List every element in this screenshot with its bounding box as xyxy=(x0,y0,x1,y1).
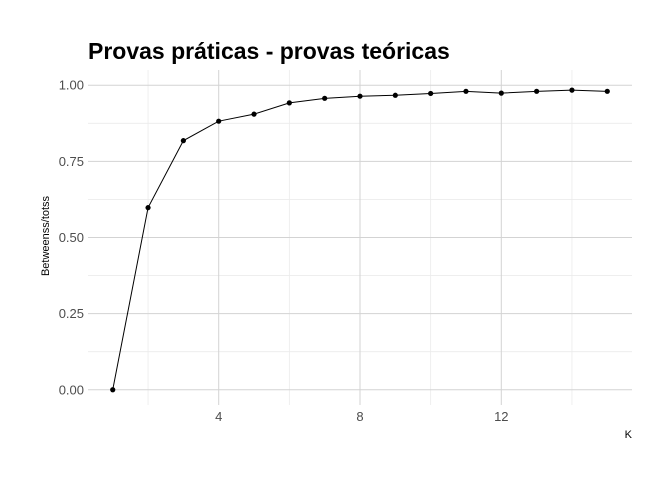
x-axis-title: K xyxy=(625,429,633,441)
data-point xyxy=(216,118,222,124)
data-point xyxy=(251,111,257,117)
series-group xyxy=(110,87,610,393)
y-tick-label: 0.00 xyxy=(59,382,84,397)
y-axis-title: Betweenss/totss xyxy=(40,195,52,276)
data-point xyxy=(180,138,186,144)
data-point xyxy=(569,87,575,93)
data-point xyxy=(604,88,610,94)
y-tick-label: 0.75 xyxy=(59,154,84,169)
data-point xyxy=(322,95,328,101)
data-point xyxy=(357,93,363,99)
data-point xyxy=(145,205,151,211)
x-tick-labels: 4 8 12 xyxy=(215,409,508,424)
x-tick-label: 12 xyxy=(494,409,508,424)
x-tick-label: 8 xyxy=(356,409,363,424)
data-point xyxy=(110,387,116,393)
major-gridlines xyxy=(88,70,632,405)
y-tick-label: 0.25 xyxy=(59,306,84,321)
data-point xyxy=(498,90,504,96)
chart-title: Provas práticas - provas teóricas xyxy=(88,38,450,64)
data-point xyxy=(428,90,434,97)
y-tick-labels: 0.00 0.25 0.50 0.75 1.00 xyxy=(59,78,84,398)
y-tick-label: 0.50 xyxy=(59,230,84,245)
data-point xyxy=(392,92,398,98)
data-point xyxy=(534,88,540,94)
data-point xyxy=(463,88,469,94)
x-tick-label: 4 xyxy=(215,409,222,424)
data-point xyxy=(286,100,292,106)
y-tick-label: 1.00 xyxy=(59,78,84,93)
